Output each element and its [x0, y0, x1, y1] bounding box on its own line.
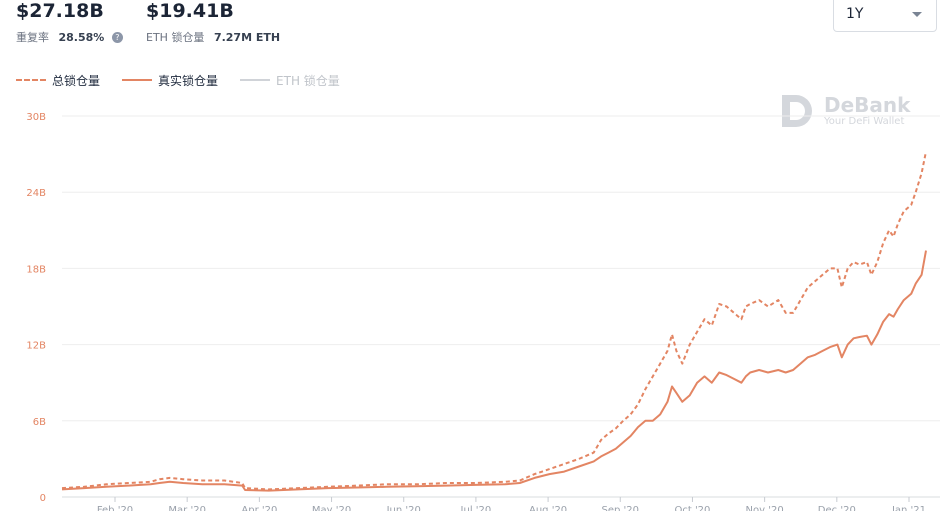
watermark-title: DeBank — [824, 93, 911, 117]
eth-locked-value: 7.27M ETH — [213, 31, 281, 44]
series-line-real — [61, 250, 927, 492]
y-tick-label: 30B — [26, 112, 46, 123]
legend-label-eth: ETH 锁仓量 — [276, 73, 340, 88]
x-tick-label: Aug '20 — [529, 505, 567, 511]
time-range-value: 1Y — [846, 6, 864, 22]
x-tick-label: Jun '20 — [386, 505, 421, 511]
y-tick-label: 6B — [33, 417, 46, 428]
y-tick-label: 18B — [26, 264, 46, 275]
watermark-subtitle: Your DeFi Wallet — [824, 116, 905, 127]
repeat-rate-value: 28.58% — [58, 31, 105, 44]
x-tick-label: Jul '20 — [460, 505, 492, 511]
chart-legend: 总锁仓量 真实锁仓量 ETH 锁仓量 — [16, 72, 362, 88]
chart-series — [61, 151, 927, 492]
legend-label-real: 真实锁仓量 — [158, 73, 219, 88]
chevron-down-icon — [912, 12, 922, 17]
x-tick-label: Mar '20 — [168, 505, 206, 511]
x-tick-label: Jan '21 — [891, 505, 926, 511]
x-axis-ticks: Feb '20 Mar '20 Apr '20 May '20 Jun '20 Jul '… — [97, 497, 926, 511]
y-axis-ticks: 0 6B 12B 18B 24B 30B — [26, 112, 46, 504]
legend-item-total[interactable]: 总锁仓量 — [16, 72, 100, 88]
repeat-rate-row: 重复率 28.58% ? — [16, 29, 123, 45]
y-tick-label: 0 — [40, 493, 46, 504]
x-tick-label: Dec '20 — [818, 505, 856, 511]
series-line-total — [61, 151, 927, 491]
x-tick-label: Sep '20 — [602, 505, 640, 511]
chart-grid — [62, 115, 940, 498]
eth-locked-label: ETH 锁仓量 — [146, 31, 205, 44]
legend-item-eth[interactable]: ETH 锁仓量 — [240, 72, 340, 88]
legend-swatch-muted — [240, 79, 271, 81]
legend-item-real[interactable]: 真实锁仓量 — [122, 72, 218, 88]
debank-logo-icon — [782, 95, 812, 127]
time-range-select[interactable]: 1Y — [833, 0, 937, 32]
y-tick-label: 24B — [26, 188, 46, 199]
legend-label-total: 总锁仓量 — [52, 73, 101, 88]
x-tick-label: Apr '20 — [241, 505, 277, 511]
x-tick-label: May '20 — [312, 505, 351, 511]
help-circle-icon[interactable]: ? — [111, 32, 123, 43]
legend-swatch-solid — [122, 79, 153, 81]
real-locked-value: $19.41B — [146, 0, 234, 22]
y-tick-label: 12B — [26, 341, 46, 352]
eth-locked-row: ETH 锁仓量 7.27M ETH — [146, 29, 280, 45]
x-tick-label: Nov '20 — [746, 505, 784, 511]
x-tick-label: Feb '20 — [97, 505, 133, 511]
total-locked-value: $27.18B — [16, 0, 104, 22]
x-tick-label: Oct '20 — [674, 505, 710, 511]
repeat-rate-label: 重复率 — [16, 31, 49, 44]
legend-swatch-dashed — [16, 79, 46, 81]
